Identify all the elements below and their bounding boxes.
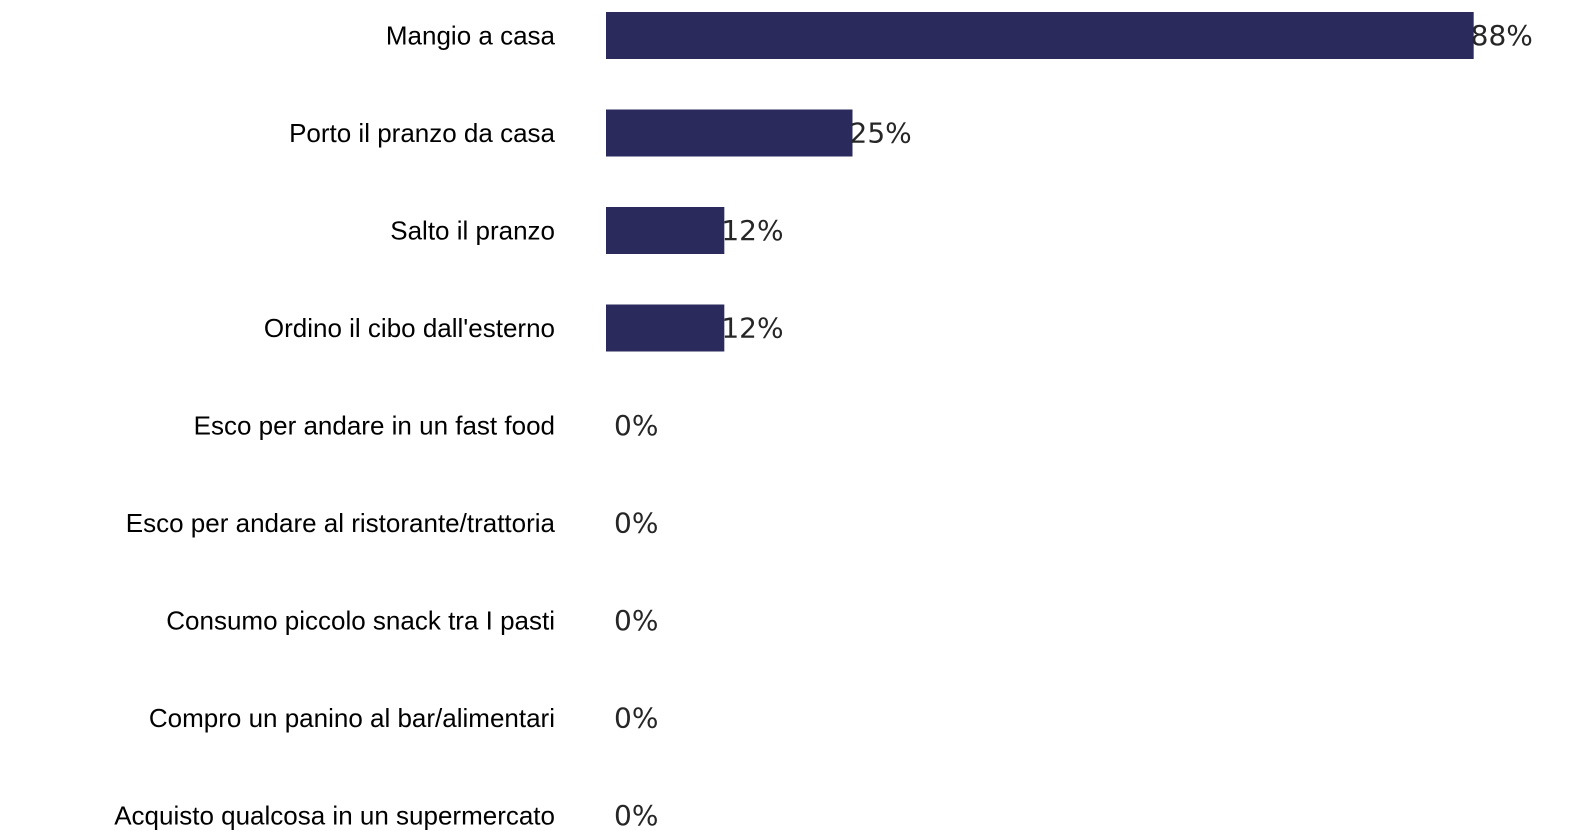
category-label: Esco per andare al ristorante/trattoria (126, 508, 556, 538)
value-labels: 88% 25% 12% 12% 0% 0% 0% 0% 0% (614, 19, 1533, 831)
bar (606, 207, 725, 254)
data-label: 12% (721, 312, 783, 345)
bars (606, 12, 1474, 352)
data-label: 12% (721, 214, 783, 247)
category-label: Porto il pranzo da casa (289, 118, 555, 148)
category-label: Salto il pranzo (390, 216, 555, 246)
data-label: 25% (850, 117, 912, 150)
data-label: 0% (614, 604, 658, 637)
category-label: Compro un panino al bar/alimentari (149, 703, 555, 733)
bar (606, 12, 1474, 59)
category-label: Mangio a casa (386, 21, 556, 51)
data-label: 88% (1471, 19, 1533, 52)
category-label: Consumo piccolo snack tra I pasti (166, 606, 555, 636)
bar (606, 109, 853, 157)
data-label: 0% (614, 507, 658, 540)
category-label: Esco per andare in un fast food (194, 411, 555, 441)
data-label: 0% (614, 409, 658, 442)
data-label: 0% (614, 799, 658, 831)
bar (606, 304, 725, 352)
category-label: Acquisto qualcosa in un supermercato (114, 801, 555, 831)
category-label: Ordino il cibo dall'esterno (264, 313, 555, 343)
category-labels: Mangio a casa Porto il pranzo da casa Salt… (114, 21, 555, 831)
data-label: 0% (614, 702, 658, 735)
